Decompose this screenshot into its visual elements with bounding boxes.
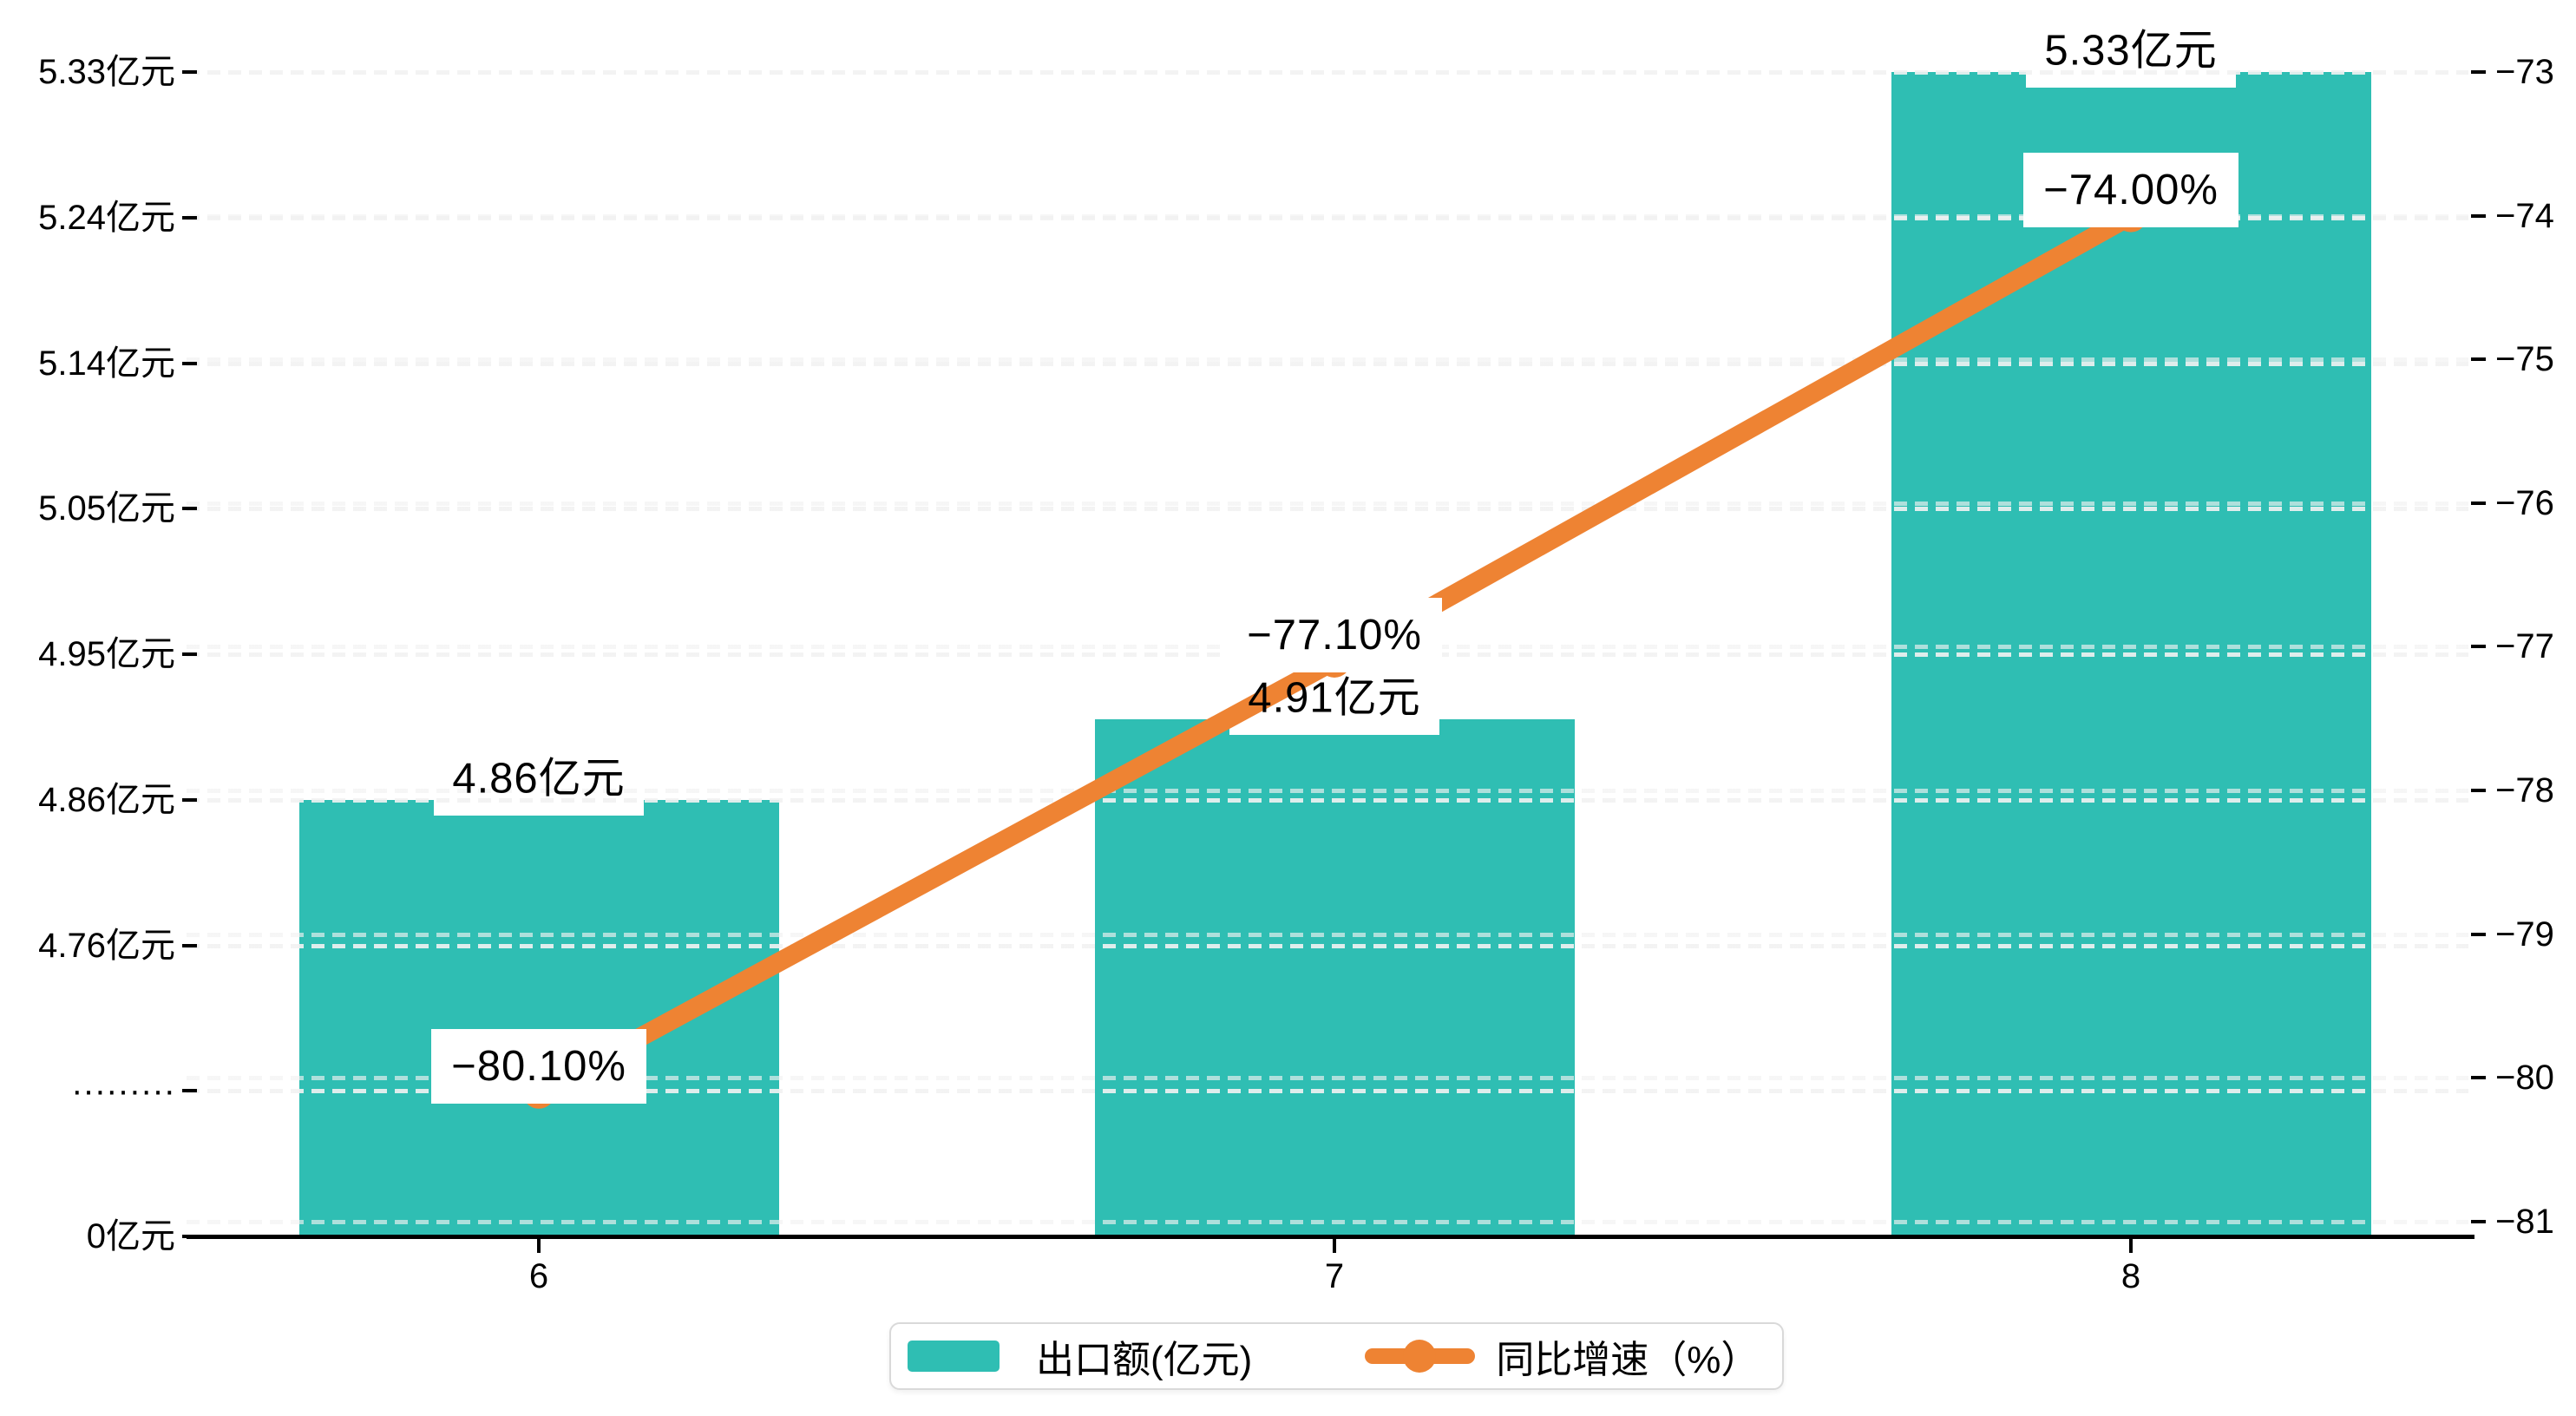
right-axis-tick xyxy=(2471,1219,2486,1223)
left-axis-tick xyxy=(182,215,197,220)
right-axis-label: −74 xyxy=(2495,196,2554,235)
right-axis-tick xyxy=(2471,1076,2486,1080)
left-axis-label: 5.33亿元 xyxy=(38,53,175,91)
x-axis-tick xyxy=(537,1239,541,1253)
x-axis-label-month: 8 xyxy=(2120,1257,2141,1295)
left-axis-label: 4.95亿元 xyxy=(38,635,175,673)
right-axis-tick xyxy=(2471,213,2486,218)
left-axis-tick xyxy=(182,1089,197,1093)
x-axis-tick xyxy=(1333,1239,1336,1253)
growth-value-label: −77.10% xyxy=(1227,597,1442,672)
right-axis-tick xyxy=(2471,645,2486,649)
right-axis-label: −76 xyxy=(2495,483,2554,522)
right-axis-tick xyxy=(2471,789,2486,792)
x-axis-tick xyxy=(2129,1239,2133,1253)
left-axis-label: 5.05亿元 xyxy=(38,489,175,528)
bar-value-label-box xyxy=(434,745,644,816)
right-axis-label: −79 xyxy=(2495,914,2554,954)
left-axis-tick xyxy=(182,943,197,947)
right-axis-tick xyxy=(2471,357,2486,362)
left-axis-tick xyxy=(182,1235,197,1238)
left-axis-tick xyxy=(182,507,197,511)
left-axis-label: 5.14亿元 xyxy=(38,344,175,383)
growth-value-label: −74.00% xyxy=(2023,152,2238,227)
left-axis-tick xyxy=(182,652,197,656)
left-axis-label: 4.76亿元 xyxy=(38,926,175,965)
left-axis-tick xyxy=(182,70,197,74)
right-axis-tick xyxy=(2471,501,2486,505)
right-axis-label: −73 xyxy=(2495,53,2554,91)
left-axis-label: 4.86亿元 xyxy=(38,780,175,819)
legend-line-dot-icon xyxy=(1403,1340,1437,1373)
x-axis-label-month: 7 xyxy=(1324,1257,1345,1295)
legend-bar-swatch xyxy=(908,1341,1000,1372)
legend-label-growth: 同比增速（%） xyxy=(1496,1339,1760,1381)
bar-value-label: 4.91亿元 xyxy=(1248,674,1421,722)
x-axis-label-month: 6 xyxy=(528,1257,549,1295)
left-axis-label: 5.24亿元 xyxy=(38,198,175,237)
legend-line-swatch xyxy=(1365,1340,1476,1373)
left-axis-label: ········· xyxy=(71,1072,175,1111)
right-axis-label: −80 xyxy=(2495,1059,2554,1098)
right-axis-tick xyxy=(2471,932,2486,936)
right-axis-tick xyxy=(2471,70,2486,74)
right-axis-label: −77 xyxy=(2495,627,2554,666)
right-axis-label: −78 xyxy=(2495,771,2554,810)
bar-month-6[interactable] xyxy=(298,799,779,1235)
left-axis-label: 0亿元 xyxy=(86,1217,175,1255)
bar-value-label-box xyxy=(2026,18,2236,88)
bar-month-7[interactable] xyxy=(1094,718,1575,1235)
legend-label-export: 出口额(亿元) xyxy=(1036,1339,1253,1381)
bar-value-label: 4.86亿元 xyxy=(452,755,626,803)
bar-value-label: 5.33亿元 xyxy=(2044,27,2218,75)
legend[interactable]: 出口额(亿元) 同比增速（%） xyxy=(889,1322,1784,1390)
growth-value-label: −80.10% xyxy=(431,1028,646,1104)
right-axis-label: −75 xyxy=(2495,340,2554,379)
left-axis-tick xyxy=(182,797,197,802)
right-axis-label: −81 xyxy=(2495,1202,2554,1241)
left-axis-tick xyxy=(182,361,197,365)
bar-month-8[interactable] xyxy=(1891,72,2371,1235)
